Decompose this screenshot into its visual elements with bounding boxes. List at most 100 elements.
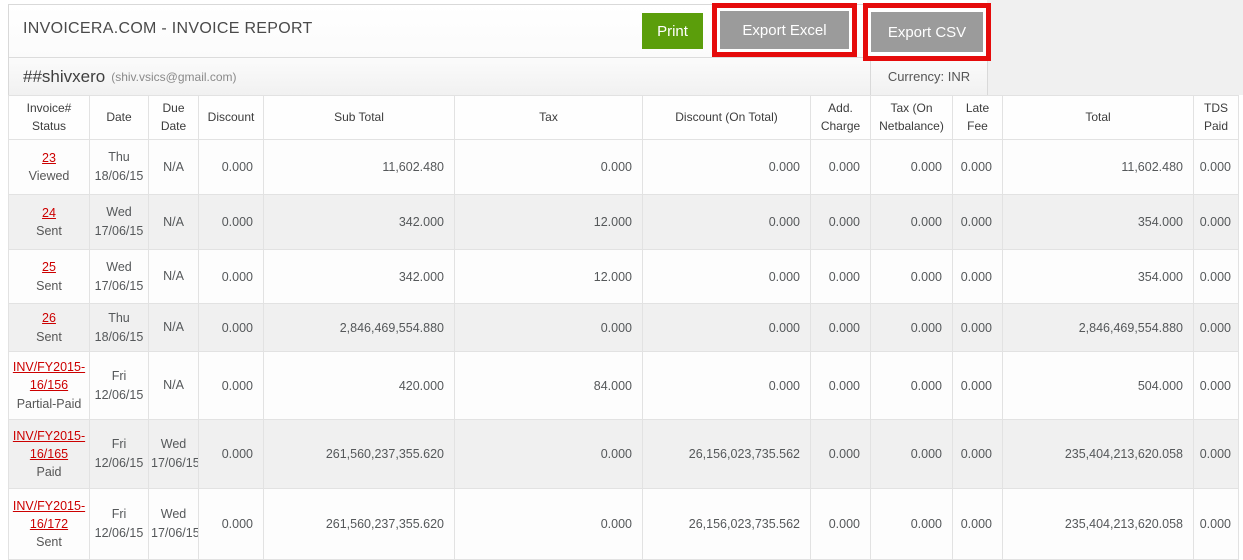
tax-cell: 0.000 <box>454 488 643 560</box>
total-cell: 2,846,469,554.880 <box>1002 303 1194 352</box>
discount-cell: 0.000 <box>198 351 264 420</box>
invoice-status-cell: INV/FY2015-16/165 Paid <box>8 419 90 489</box>
add-charge-cell: 0.000 <box>810 419 871 489</box>
discount-on-total-cell: 0.000 <box>642 303 811 352</box>
tax-on-netbalance-cell: 0.000 <box>870 303 953 352</box>
sub-total-cell: 261,560,237,355.620 <box>263 419 455 489</box>
invoice-number-link[interactable]: INV/FY2015-16/156 <box>12 360 86 393</box>
discount-cell: 0.000 <box>198 419 264 489</box>
column-header-5: Tax <box>454 95 643 140</box>
invoice-number-link[interactable]: 26 <box>42 311 56 326</box>
invoice-status: Viewed <box>28 169 70 183</box>
date-cell: Fri 12/06/15 <box>89 488 149 560</box>
total-cell: 235,404,213,620.058 <box>1002 488 1194 560</box>
tax-cell: 84.000 <box>454 351 643 420</box>
tds-paid-cell: 0.000 <box>1193 303 1239 352</box>
invoice-number-link[interactable]: INV/FY2015-16/165 <box>12 428 86 461</box>
discount-on-total-cell: 26,156,023,735.562 <box>642 488 811 560</box>
date-cell: Thu 18/06/15 <box>89 139 149 195</box>
add-charge-cell: 0.000 <box>810 351 871 420</box>
tds-paid-cell: 0.000 <box>1193 139 1239 195</box>
invoice-number-link[interactable]: 25 <box>42 260 56 275</box>
sub-total-cell: 261,560,237,355.620 <box>263 488 455 560</box>
table-body: 23 Viewed Thu 18/06/15 N/A 0.000 11,602.480 0.… <box>8 139 1239 560</box>
tax-cell: 0.000 <box>454 419 643 489</box>
invoice-row: INV/FY2015-16/156 Partial-Paid Fri 12/06/1… <box>8 351 1239 420</box>
tax-cell: 0.000 <box>454 139 643 195</box>
invoice-row: 23 Viewed Thu 18/06/15 N/A 0.000 11,602.480 0.… <box>8 139 1239 195</box>
export-csv-highlight-box: Export CSV <box>863 3 991 61</box>
total-cell: 504.000 <box>1002 351 1194 420</box>
sub-total-cell: 342.000 <box>263 249 455 304</box>
discount-on-total-cell: 0.000 <box>642 139 811 195</box>
due-date-cell: N/A <box>148 351 199 420</box>
due-date-cell: N/A <box>148 249 199 304</box>
invoice-row: INV/FY2015-16/165 Paid Fri 12/06/15 Wed 17/… <box>8 419 1239 489</box>
account-bar: ##shivxero (shiv.vsics@gmail.com) Curren… <box>9 57 987 95</box>
discount-on-total-cell: 26,156,023,735.562 <box>642 419 811 489</box>
invoice-status-cell: INV/FY2015-16/172 Sent <box>8 488 90 560</box>
column-header-6: Discount (On Total) <box>642 95 811 140</box>
tax-cell: 12.000 <box>454 249 643 304</box>
export-excel-highlight-box: Export Excel <box>712 3 857 57</box>
column-header-3: Discount <box>198 95 264 140</box>
export-csv-button[interactable]: Export CSV <box>871 12 983 52</box>
column-header-1: Date <box>89 95 149 140</box>
column-header-9: Late Fee <box>952 95 1003 140</box>
tax-on-netbalance-cell: 0.000 <box>870 351 953 420</box>
invoice-number-link[interactable]: 23 <box>42 150 56 165</box>
tax-on-netbalance-cell: 0.000 <box>870 139 953 195</box>
add-charge-cell: 0.000 <box>810 139 871 195</box>
invoice-status: Partial-Paid <box>16 396 82 411</box>
tds-paid-cell: 0.000 <box>1193 351 1239 420</box>
invoice-row: 26 Sent Thu 18/06/15 N/A 0.000 2,846,469,554.… <box>8 303 1239 352</box>
export-excel-button[interactable]: Export Excel <box>720 11 849 49</box>
due-date-cell: N/A <box>148 194 199 250</box>
tax-on-netbalance-cell: 0.000 <box>870 419 953 489</box>
discount-cell: 0.000 <box>198 139 264 195</box>
tax-cell: 0.000 <box>454 303 643 352</box>
column-header-0: Invoice# Status <box>8 95 90 140</box>
column-header-7: Add. Charge <box>810 95 871 140</box>
date-cell: Fri 12/06/15 <box>89 351 149 420</box>
due-date-cell: Wed 17/06/15 <box>148 488 199 560</box>
due-date-cell: N/A <box>148 303 199 352</box>
tax-on-netbalance-cell: 0.000 <box>870 488 953 560</box>
sub-total-cell: 2,846,469,554.880 <box>263 303 455 352</box>
column-header-2: Due Date <box>148 95 199 140</box>
tds-paid-cell: 0.000 <box>1193 194 1239 250</box>
date-cell: Wed 17/06/15 <box>89 249 149 304</box>
page-title: INVOICERA.COM - INVOICE REPORT <box>23 20 313 37</box>
add-charge-cell: 0.000 <box>810 249 871 304</box>
sub-total-cell: 420.000 <box>263 351 455 420</box>
invoice-number-link[interactable]: INV/FY2015-16/172 <box>12 498 86 531</box>
invoice-status: Sent <box>36 535 62 550</box>
discount-on-total-cell: 0.000 <box>642 351 811 420</box>
tds-paid-cell: 0.000 <box>1193 419 1239 489</box>
add-charge-cell: 0.000 <box>810 303 871 352</box>
discount-cell: 0.000 <box>198 303 264 352</box>
print-button[interactable]: Print <box>642 13 703 49</box>
invoice-status-cell: 26 Sent <box>8 303 90 352</box>
tax-cell: 12.000 <box>454 194 643 250</box>
total-cell: 235,404,213,620.058 <box>1002 419 1194 489</box>
discount-cell: 0.000 <box>198 249 264 304</box>
total-cell: 11,602.480 <box>1002 139 1194 195</box>
table-header-row: Invoice# Status Date Due Date Discount Sub T… <box>8 95 1239 140</box>
column-header-11: TDS Paid <box>1193 95 1239 140</box>
date-cell: Fri 12/06/15 <box>89 419 149 489</box>
late-fee-cell: 0.000 <box>952 419 1003 489</box>
discount-cell: 0.000 <box>198 194 264 250</box>
discount-on-total-cell: 0.000 <box>642 194 811 250</box>
invoice-row: INV/FY2015-16/172 Sent Fri 12/06/15 Wed 17/… <box>8 488 1239 560</box>
invoice-number-link[interactable]: 24 <box>42 205 56 220</box>
total-cell: 354.000 <box>1002 194 1194 250</box>
invoice-status-cell: 24 Sent <box>8 194 90 250</box>
add-charge-cell: 0.000 <box>810 488 871 560</box>
add-charge-cell: 0.000 <box>810 194 871 250</box>
invoice-status-cell: INV/FY2015-16/156 Partial-Paid <box>8 351 90 420</box>
report-header: INVOICERA.COM - INVOICE REPORT Print Exp… <box>8 3 991 95</box>
account-name: ##shivxero <box>23 66 106 86</box>
invoice-status: Sent <box>36 278 62 293</box>
late-fee-cell: 0.000 <box>952 351 1003 420</box>
